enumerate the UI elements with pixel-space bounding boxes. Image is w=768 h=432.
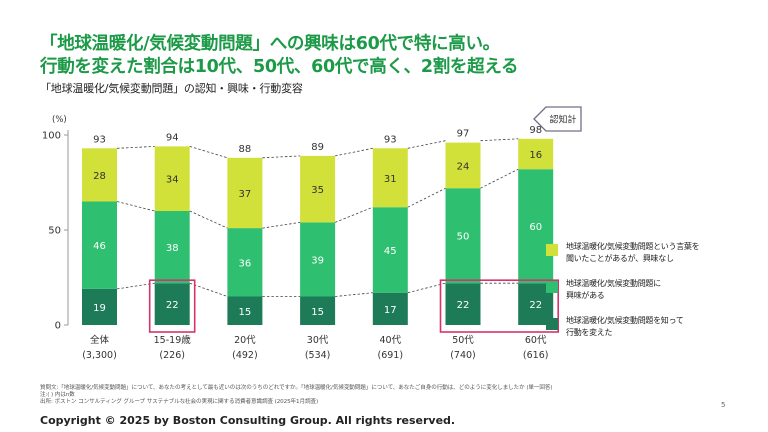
bar-segment-aware xyxy=(372,148,408,208)
x-sample-size-label: (492) xyxy=(232,350,258,361)
bar-segment-acted xyxy=(82,288,117,325)
connector-line-acted xyxy=(116,282,519,297)
page-number: 5 xyxy=(721,401,726,409)
bar-segment-acted xyxy=(445,283,481,325)
data-label-aware: 24 xyxy=(457,161,470,172)
connector-line-total xyxy=(116,138,519,159)
data-label-acted: 22 xyxy=(166,300,179,311)
x-tick-label: 30代 xyxy=(307,335,329,346)
bar-segment-aware xyxy=(518,138,554,170)
bar-segment-interested xyxy=(154,211,190,284)
total-label: 93 xyxy=(93,134,106,145)
total-callout-label: 認知計 xyxy=(549,114,576,126)
x-tick-label: 60代 xyxy=(525,335,547,346)
data-label-acted: 15 xyxy=(311,307,324,318)
x-sample-size-label: (3,300) xyxy=(82,350,117,361)
data-label-aware: 16 xyxy=(529,150,542,161)
x-sample-size-label: (616) xyxy=(523,350,549,361)
data-label-interested: 60 xyxy=(529,222,542,233)
x-tick-label: 15-19歳 xyxy=(154,334,192,346)
x-tick-label: 50代 xyxy=(452,335,474,346)
data-label-interested: 50 xyxy=(457,232,470,243)
data-label-acted: 22 xyxy=(529,300,542,311)
legend-swatch-aware xyxy=(546,244,558,256)
data-label-aware: 28 xyxy=(93,171,106,182)
data-label-acted: 17 xyxy=(384,305,397,316)
bar-segment-interested xyxy=(227,228,263,297)
bar-segment-acted xyxy=(300,296,336,325)
footnote-source: 出所: ボストン コンサルティング グループ サステナブルな社会の実現に関する消… xyxy=(40,399,319,405)
footnote-note: 注:( ) 内はn数 xyxy=(40,392,75,398)
total-label: 97 xyxy=(457,129,470,140)
bar-segment-aware xyxy=(300,155,336,223)
y-tick-label: 50 xyxy=(48,226,61,237)
legend-item-aware: 地球温暖化/気候変動問題という言葉を 聞いたことがあるが、興味なし xyxy=(546,241,746,267)
y-unit-label: (%) xyxy=(52,115,67,125)
x-sample-size-label: (691) xyxy=(378,350,404,361)
y-tick-label: 0 xyxy=(55,321,61,332)
legend-label-interested: 地球温暖化/気候変動問題に 興味がある xyxy=(566,279,661,300)
connector-line-interested xyxy=(116,168,519,229)
bar-segment-interested xyxy=(518,169,554,284)
copyright-notice: Copyright © 2025 by Boston Consulting Gr… xyxy=(40,414,456,427)
x-sample-size-label: (534) xyxy=(305,350,331,361)
stacked-bar-chart: 0 50 100 (%) 19 46 28 93 全体 (3,300) 22 38 34 94 15-19歳… xyxy=(42,106,582,361)
total-label: 94 xyxy=(166,132,179,143)
footnote-question: 質問文:「地球温暖化/気候変動問題」について、あなたの考えとして最も近いのは次の… xyxy=(40,385,553,391)
legend-item-interested: 地球温暖化/気候変動問題に 興味がある xyxy=(546,278,746,304)
highlight-box xyxy=(148,279,196,333)
headline-line-1: 「地球温暖化/気候変動問題」への興味は60代で特に高い。 xyxy=(40,34,500,54)
bar-segment-interested xyxy=(300,222,336,297)
bar-segment-interested xyxy=(445,188,481,284)
chart-legend: 地球温暖化/気候変動問題という言葉を 聞いたことがあるが、興味なし 地球温暖化/… xyxy=(546,241,746,352)
bar-segment-aware xyxy=(227,157,263,229)
legend-swatch-interested xyxy=(546,281,558,293)
data-label-aware: 37 xyxy=(239,189,252,200)
data-label-interested: 38 xyxy=(166,243,179,254)
total-label: 98 xyxy=(529,125,542,136)
total-label: 88 xyxy=(239,144,252,155)
bar-segment-aware xyxy=(154,146,190,211)
data-label-interested: 39 xyxy=(311,255,324,266)
bar-segment-aware xyxy=(445,142,481,189)
x-tick-label: 全体 xyxy=(90,334,110,346)
x-sample-size-label: (740) xyxy=(450,350,476,361)
footnotes: 質問文:「地球温暖化/気候変動問題」について、あなたの考えとして最も近いのは次の… xyxy=(40,385,553,406)
total-callout-arrow xyxy=(533,106,582,132)
legend-label-acted: 地球温暖化/気候変動問題を知って 行動を変えた xyxy=(566,316,684,337)
headline-line-2: 行動を変えた割合は10代、50代、60代で高く、2割を超える xyxy=(40,57,519,77)
bar-segment-acted xyxy=(372,292,408,325)
total-label: 89 xyxy=(311,142,324,153)
legend-swatch-acted xyxy=(546,318,558,330)
bar-segment-acted xyxy=(227,296,263,325)
highlight-box xyxy=(439,279,559,333)
data-label-aware: 31 xyxy=(384,174,397,185)
bar-segment-acted xyxy=(154,283,190,325)
chart-subtitle: 「地球温暖化/気候変動問題」の認知・興味・行動変容 xyxy=(40,82,303,95)
data-label-aware: 35 xyxy=(311,185,324,196)
bar-segment-interested xyxy=(82,201,117,289)
data-label-aware: 34 xyxy=(166,175,179,186)
headline: 「地球温暖化/気候変動問題」への興味は60代で特に高い。 行動を変えた割合は10… xyxy=(40,33,519,79)
y-tick-label: 100 xyxy=(42,131,61,142)
bar-segment-interested xyxy=(372,207,408,293)
data-label-interested: 36 xyxy=(239,258,252,269)
bar-segment-aware xyxy=(82,148,117,202)
data-label-interested: 45 xyxy=(384,246,397,257)
data-label-interested: 46 xyxy=(93,241,106,252)
legend-item-acted: 地球温暖化/気候変動問題を知って 行動を変えた xyxy=(546,315,746,341)
data-label-acted: 19 xyxy=(93,303,106,314)
x-tick-label: 20代 xyxy=(234,335,256,346)
legend-label-aware: 地球温暖化/気候変動問題という言葉を 聞いたことがあるが、興味なし xyxy=(566,242,700,263)
data-label-acted: 22 xyxy=(457,300,470,311)
data-label-acted: 15 xyxy=(239,307,252,318)
x-sample-size-label: (226) xyxy=(159,350,185,361)
total-label: 93 xyxy=(384,134,397,145)
x-tick-label: 40代 xyxy=(380,335,402,346)
